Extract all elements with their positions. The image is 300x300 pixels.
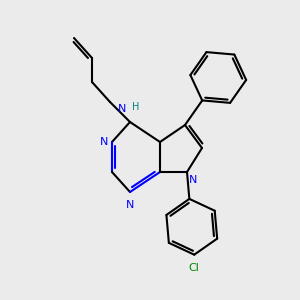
Text: N: N (100, 137, 108, 147)
Text: N: N (189, 175, 197, 185)
Text: Cl: Cl (189, 263, 200, 273)
Text: N: N (118, 104, 126, 114)
Text: H: H (132, 102, 140, 112)
Text: N: N (126, 200, 134, 210)
